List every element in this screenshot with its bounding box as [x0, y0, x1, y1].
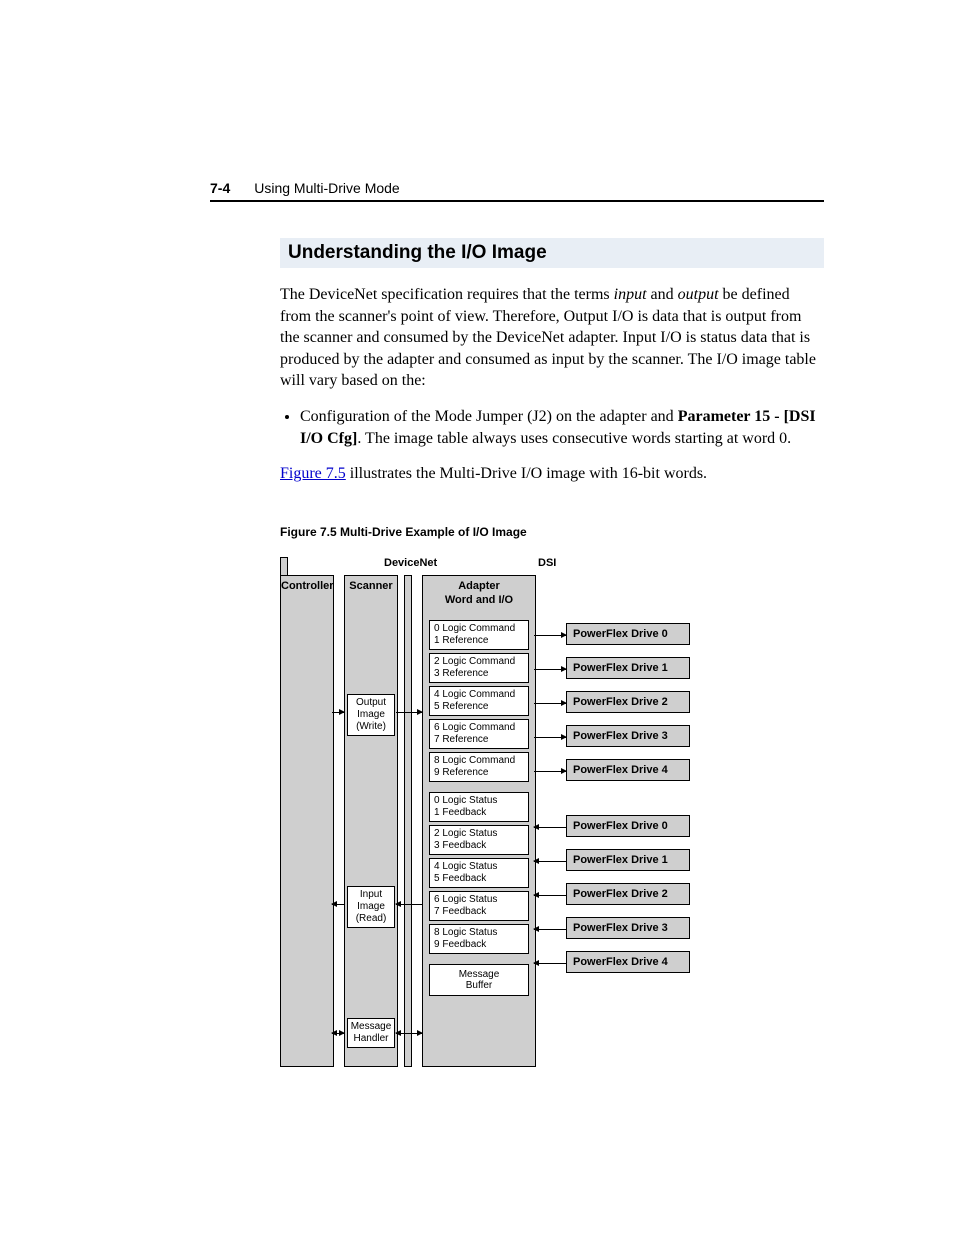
figure-caption: Figure 7.5 Multi-Drive Example of I/O Im…	[280, 525, 824, 539]
drive-box: PowerFlex Drive 3	[566, 725, 690, 747]
controller-column: Controller	[280, 575, 334, 1067]
arrow-right-icon	[534, 635, 566, 636]
running-header: 7-4 Using Multi-Drive Mode	[210, 180, 824, 196]
word-box: 4 Logic Status 5 Feedback	[429, 858, 529, 888]
word-box: 8 Logic Command 9 Reference	[429, 752, 529, 782]
devicenet-bus-bar	[404, 575, 412, 1067]
chapter-title: Using Multi-Drive Mode	[254, 180, 399, 196]
output-image-box: Output Image (Write)	[347, 694, 395, 736]
arrow-left-icon	[534, 895, 566, 896]
adapter-subheader: Word and I/O	[423, 594, 535, 610]
word-box: 8 Logic Status 9 Feedback	[429, 924, 529, 954]
italic-output: output	[678, 286, 719, 303]
drive-box: PowerFlex Drive 2	[566, 691, 690, 713]
drive-box: PowerFlex Drive 0	[566, 815, 690, 837]
section-heading: Understanding the I/O Image	[280, 238, 824, 268]
arrow-left-icon	[534, 861, 566, 862]
arrow-both-icon	[396, 1033, 422, 1034]
drive-box: PowerFlex Drive 3	[566, 917, 690, 939]
controller-header: Controller	[281, 576, 333, 594]
drive-box: PowerFlex Drive 4	[566, 759, 690, 781]
input-image-box: Input Image (Read)	[347, 886, 395, 928]
arrow-right-icon	[332, 712, 344, 713]
scanner-header: Scanner	[345, 576, 397, 594]
scanner-column: Scanner Output Image (Write) Input Image…	[344, 575, 398, 1067]
arrow-right-icon	[396, 712, 422, 713]
adapter-inner: 0 Logic Command 1 Reference 2 Logic Comm…	[429, 620, 529, 1060]
word-box: 2 Logic Command 3 Reference	[429, 653, 529, 683]
drive-box: PowerFlex Drive 1	[566, 657, 690, 679]
figure-link[interactable]: Figure 7.5	[280, 465, 346, 482]
output-word-group: 0 Logic Command 1 Reference 2 Logic Comm…	[429, 620, 529, 782]
drive-box: PowerFlex Drive 0	[566, 623, 690, 645]
bullet-list: Configuration of the Mode Jumper (J2) on…	[280, 406, 824, 449]
dsi-label: DSI	[538, 557, 556, 569]
italic-input: input	[614, 286, 647, 303]
arrow-right-icon	[534, 669, 566, 670]
page-number: 7-4	[210, 180, 230, 196]
word-box: 6 Logic Status 7 Feedback	[429, 891, 529, 921]
input-word-group: 0 Logic Status 1 Feedback 2 Logic Status…	[429, 792, 529, 954]
message-buffer-box: Message Buffer	[429, 964, 529, 996]
paragraph-1: The DeviceNet specification requires tha…	[280, 284, 824, 392]
drive-box: PowerFlex Drive 1	[566, 849, 690, 871]
adapter-header: Adapter	[423, 576, 535, 594]
io-image-diagram: DeviceNet DSI Controller Scanner Output …	[280, 557, 840, 1077]
message-handler-box: Message Handler	[347, 1018, 395, 1048]
arrow-left-icon	[332, 904, 344, 905]
arrow-left-icon	[534, 963, 566, 964]
devicenet-label: DeviceNet	[384, 557, 437, 569]
arrow-left-icon	[534, 827, 566, 828]
body-text: The DeviceNet specification requires tha…	[280, 284, 824, 485]
page: 7-4 Using Multi-Drive Mode Understanding…	[0, 0, 954, 1137]
word-box: 4 Logic Command 5 Reference	[429, 686, 529, 716]
arrow-right-icon	[534, 737, 566, 738]
word-box: 0 Logic Command 1 Reference	[429, 620, 529, 650]
bullet-item: Configuration of the Mode Jumper (J2) on…	[300, 406, 824, 449]
arrow-both-icon	[332, 1033, 344, 1034]
header-rule	[210, 200, 824, 202]
drive-box: PowerFlex Drive 2	[566, 883, 690, 905]
arrow-left-icon	[396, 904, 422, 905]
arrow-right-icon	[534, 703, 566, 704]
drive-box: PowerFlex Drive 4	[566, 951, 690, 973]
adapter-column: Adapter Word and I/O 0 Logic Command 1 R…	[422, 575, 536, 1067]
paragraph-2: Figure 7.5 illustrates the Multi-Drive I…	[280, 463, 824, 485]
arrow-right-icon	[534, 771, 566, 772]
arrow-left-icon	[534, 929, 566, 930]
word-box: 2 Logic Status 3 Feedback	[429, 825, 529, 855]
word-box: 0 Logic Status 1 Feedback	[429, 792, 529, 822]
word-box: 6 Logic Command 7 Reference	[429, 719, 529, 749]
